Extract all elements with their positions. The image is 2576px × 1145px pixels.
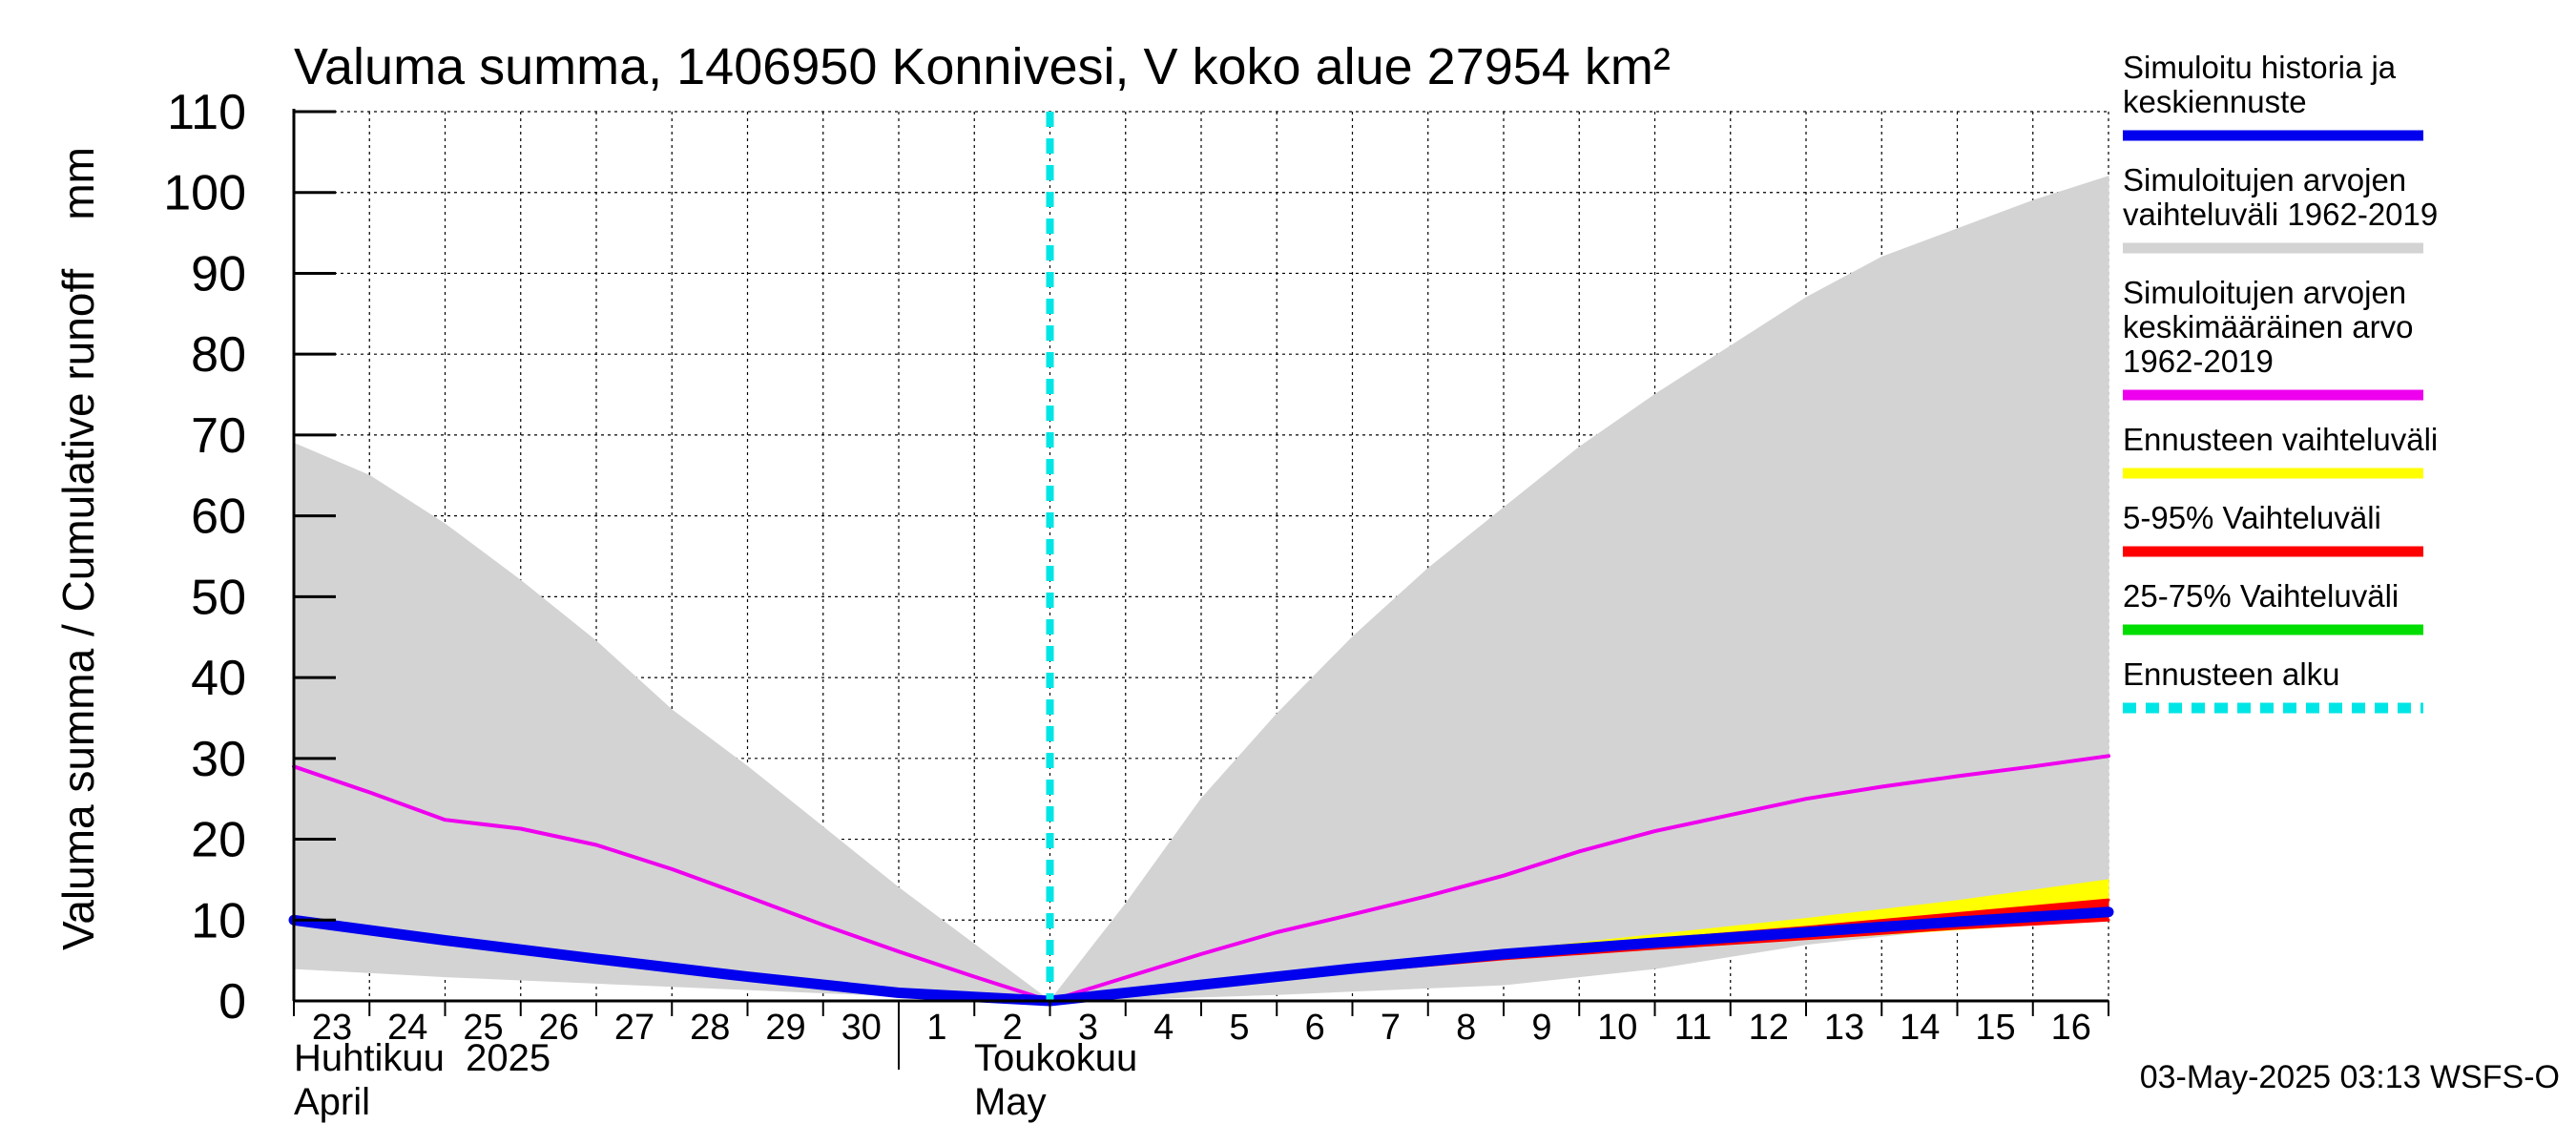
legend-label: keskimääräinen arvo: [2123, 309, 2413, 344]
x-tick-label: 3: [1078, 1008, 1098, 1048]
legend-label: 1962-2019: [2123, 344, 2274, 379]
x-tick-label: 9: [1531, 1008, 1551, 1048]
legend-label: Simuloitujen arvojen: [2123, 275, 2406, 310]
x-tick-label: 25: [463, 1008, 503, 1048]
legend-label: Ennusteen vaihteluväli: [2123, 422, 2438, 457]
y-tick-label: 110: [167, 85, 246, 140]
legend-label: 25-75% Vaihteluväli: [2123, 578, 2399, 614]
month-label-may-en: May: [974, 1081, 1047, 1123]
x-tick-label: 8: [1456, 1008, 1476, 1048]
x-tick-label: 1: [926, 1008, 946, 1048]
x-tick-label: 26: [539, 1008, 579, 1048]
x-tick-label: 12: [1749, 1008, 1789, 1048]
x-tick-label: 14: [1900, 1008, 1940, 1048]
x-tick-label: 11: [1674, 1008, 1712, 1048]
footer-timestamp: 03-May-2025 03:13 WSFS-O: [2140, 1059, 2560, 1095]
y-tick-label: 40: [191, 651, 246, 706]
hist-mean-line: [292, 754, 2110, 1003]
y-tick-label: 60: [191, 489, 246, 545]
y-tick-label: 70: [191, 408, 246, 464]
legend-label: Simuloitujen arvojen: [2123, 162, 2406, 198]
x-tick-label: 2: [1003, 1008, 1023, 1048]
x-tick-label: 23: [312, 1008, 352, 1048]
y-tick-label: 50: [191, 570, 246, 625]
x-tick-label: 15: [1975, 1008, 2015, 1048]
y-tick-label: 20: [191, 813, 246, 868]
legend-label: keskiennuste: [2123, 84, 2307, 119]
legend-label: Ennusteen alku: [2123, 656, 2340, 692]
y-tick-label: 30: [191, 732, 246, 787]
y-tick-label: 90: [191, 246, 246, 302]
y-axis-label: Valuma summa / Cumulative runoff mm: [53, 147, 103, 950]
x-tick-labels: 23 24 25 26 27 28 29 30 1 2 3 4 5 6 7 8 9 10 11 12 13 14 15 16: [312, 1008, 2091, 1048]
axes: [292, 109, 2109, 1070]
x-tick-label: 5: [1229, 1008, 1249, 1048]
y-tick-label: 80: [191, 327, 246, 383]
y-tick-labels: 0 10 20 30 40 50 60 70 80 90 100 110: [163, 85, 246, 1030]
x-tick-label: 10: [1597, 1008, 1637, 1048]
legend-label: Simuloitu historia ja: [2123, 50, 2397, 85]
x-tick-label: 7: [1381, 1008, 1401, 1048]
month-label-april-en: April: [294, 1081, 370, 1123]
x-tick-label: 30: [841, 1008, 882, 1048]
x-tick-label: 27: [614, 1008, 654, 1048]
x-tick-label: 4: [1153, 1008, 1174, 1048]
month-label-may-fi: Toukokuu: [974, 1037, 1137, 1079]
x-tick-label: 6: [1305, 1008, 1325, 1048]
chart-title: Valuma summa, 1406950 Konnivesi, V koko …: [294, 38, 1671, 95]
x-tick-label: 16: [2051, 1008, 2091, 1048]
x-tick-label: 24: [387, 1008, 427, 1048]
y-tick-label: 100: [163, 166, 246, 221]
x-tick-label: 13: [1824, 1008, 1864, 1048]
series-lines: [288, 112, 2114, 1007]
x-tick-label: 28: [690, 1008, 730, 1048]
x-tick-label: 29: [765, 1008, 805, 1048]
legend-label: 5-95% Vaihteluväli: [2123, 500, 2381, 535]
simulated-forecast-line: [288, 906, 2114, 1007]
month-label-april-fi: Huhtikuu 2025: [294, 1037, 551, 1079]
legend-label: vaihteluväli 1962-2019: [2123, 197, 2438, 232]
y-tick-label: 0: [218, 974, 246, 1030]
y-tick-label: 10: [191, 893, 246, 948]
